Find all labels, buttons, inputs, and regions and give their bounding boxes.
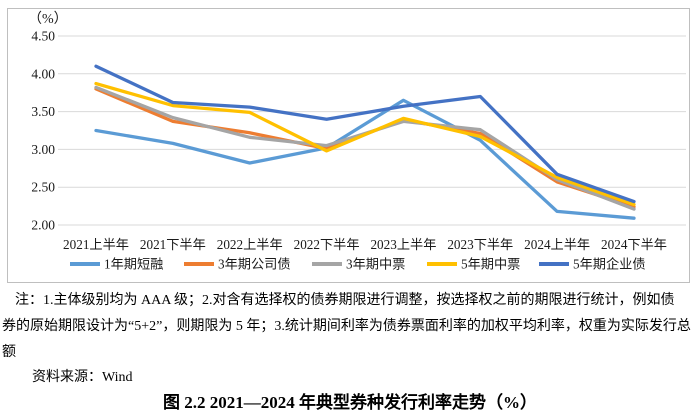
x-tick-label: 2023上半年 — [370, 237, 436, 252]
legend-label-3年期中票: 3年期中票 — [346, 257, 405, 272]
y-tick-label: 2.50 — [31, 180, 55, 195]
y-tick-label: 3.50 — [31, 104, 55, 119]
x-tick-label: 2024上半年 — [524, 237, 590, 252]
series-line-1年期短融 — [94, 98, 636, 220]
issuance-rate-line-chart: （%） 4.50 4.00 3.50 3.00 2.50 2.00 2021上半年 2021下半… — [7, 8, 690, 283]
figure-notes: 注：1.主体级别均为 AAA 级；2.对含有选择权的债券期限进行调整，按选择权之… — [2, 288, 699, 366]
legend-label-1年期短融: 1年期短融 — [104, 257, 163, 272]
legend-label-5年期中票: 5年期中票 — [461, 257, 520, 272]
chart-frame — [7, 8, 690, 283]
note-line-2: 券的原始期限设计为“5+2”，则期限为 5 年；3.统计期间利率为债券票面利率的… — [2, 319, 691, 334]
y-tick-label: 3.00 — [31, 142, 55, 157]
series-line-5年期中票 — [94, 81, 636, 207]
x-tick-label: 2023下半年 — [447, 237, 513, 252]
note-line-1: 注：1.主体级别均为 AAA 级；2.对含有选择权的债券期限进行调整，按选择权之… — [15, 293, 675, 308]
y-tick-label: 2.00 — [31, 218, 55, 233]
legend-label-5年期企业债: 5年期企业债 — [573, 256, 646, 272]
legend-label-3年期公司债: 3年期公司债 — [218, 257, 291, 272]
x-tick-label: 2021上半年 — [63, 237, 129, 252]
data-source-line: 资料来源：Wind — [32, 370, 133, 385]
x-tick-label: 2024下半年 — [601, 237, 667, 252]
figure-caption: 图 2.2 2021—2024 年典型券种发行利率走势（%） — [163, 393, 537, 412]
x-tick-label: 2022下半年 — [294, 237, 360, 252]
x-tick-label: 2021下半年 — [140, 237, 206, 252]
series-line-5年期企业债 — [94, 64, 636, 204]
note-line-3: 额 — [2, 345, 16, 360]
line-chart-figure: （%） 4.50 4.00 3.50 3.00 2.50 2.00 2021上半年 2021下半… — [7, 8, 690, 283]
y-tick-label: 4.00 — [31, 66, 55, 81]
y-axis-unit-label: （%） — [28, 11, 68, 27]
y-tick-label: 4.50 — [31, 29, 55, 44]
x-tick-label: 2022上半年 — [217, 237, 283, 252]
